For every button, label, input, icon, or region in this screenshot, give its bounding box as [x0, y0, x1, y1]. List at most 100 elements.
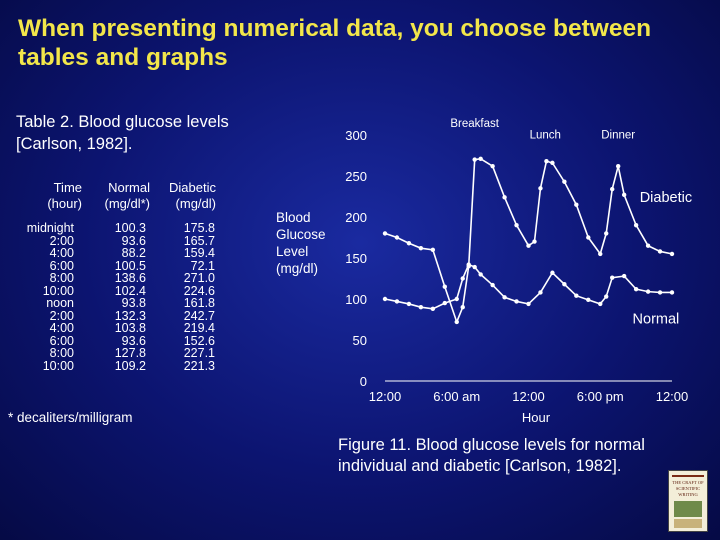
- data-point-diabetic: [394, 235, 400, 240]
- table-cell-time: 6:00: [49, 258, 74, 273]
- table-cell-time: 2:00: [49, 308, 74, 323]
- data-point-diabetic: [615, 163, 621, 169]
- y-tick-label: 150: [345, 251, 367, 266]
- x-tick-label: 6:00 pm: [577, 389, 624, 404]
- data-point-normal: [430, 306, 436, 312]
- y-axis-label-line: Level: [276, 244, 309, 259]
- table-cell-normal: 93.8: [121, 296, 146, 311]
- table-cell-normal: 88.2: [121, 246, 146, 261]
- data-point-diabetic: [657, 249, 663, 254]
- series-label-normal: Normal: [633, 312, 680, 328]
- data-point-normal: [562, 282, 567, 287]
- table-cell-time: 8:00: [49, 271, 74, 286]
- y-tick-label: 50: [353, 333, 367, 348]
- data-point-diabetic: [418, 245, 424, 251]
- data-point-diabetic: [526, 243, 531, 248]
- data-point-diabetic: [586, 235, 591, 240]
- data-point-diabetic: [574, 202, 579, 207]
- data-point-diabetic: [532, 239, 537, 244]
- data-point-normal: [514, 299, 519, 304]
- header-normal-label: Normal: [108, 180, 150, 195]
- table-cell-time: 4:00: [49, 321, 74, 336]
- table-cell-diabetic: 219.4: [183, 321, 215, 336]
- data-point-normal: [633, 286, 639, 292]
- data-point-normal: [478, 272, 483, 277]
- book-cover-picture-lower: [674, 519, 702, 528]
- data-point-diabetic: [604, 231, 609, 236]
- table-cell-normal: 138.6: [114, 271, 146, 286]
- data-point-diabetic: [514, 223, 519, 228]
- data-point-diabetic: [430, 247, 436, 252]
- data-point-diabetic: [610, 186, 615, 192]
- data-point-normal: [610, 275, 615, 280]
- data-point-normal: [645, 289, 651, 294]
- data-point-normal: [466, 262, 471, 267]
- table-cell-diabetic: 161.8: [183, 296, 215, 311]
- data-point-normal: [574, 293, 579, 298]
- header-diabetic-label: Diabetic: [169, 180, 216, 195]
- y-tick-label: 100: [345, 292, 367, 307]
- data-point-normal: [442, 300, 447, 306]
- table-cell-normal: 103.8: [114, 321, 146, 336]
- data-point-diabetic: [478, 156, 483, 161]
- header-time-label: Time: [53, 180, 82, 195]
- data-point-diabetic: [550, 160, 555, 166]
- series-label-diabetic: Diabetic: [640, 190, 692, 206]
- data-point-normal: [418, 305, 424, 310]
- table-cell-diabetic: 227.1: [183, 346, 215, 361]
- book-cover-thumbnail: THE CRAFT OF SCIENTIFIC WRITING: [668, 470, 708, 532]
- table-cell-normal: 100.3: [114, 221, 146, 235]
- table-header-normal: Normal (mg/dl*): [88, 180, 150, 212]
- table-cell-normal: 100.5: [114, 258, 146, 273]
- data-point-normal: [526, 301, 531, 307]
- annotation-lunch: Lunch: [530, 129, 561, 141]
- data-point-normal: [394, 299, 400, 304]
- x-tick-label: 12:00: [369, 389, 402, 404]
- data-point-diabetic: [442, 284, 447, 289]
- data-point-normal: [598, 301, 603, 307]
- data-point-normal: [657, 290, 663, 295]
- data-point-diabetic: [538, 186, 543, 191]
- header-time-unit: (hour): [47, 196, 82, 211]
- data-point-normal: [454, 296, 459, 302]
- data-point-normal: [382, 296, 388, 302]
- y-axis-label-line: Blood: [276, 210, 311, 225]
- data-point-diabetic: [490, 163, 495, 169]
- table-cell-normal: 102.4: [114, 283, 146, 298]
- header-diabetic-unit: (mg/dl): [175, 196, 216, 211]
- data-point-diabetic: [454, 319, 459, 325]
- table-cell-diabetic: 152.6: [183, 333, 215, 348]
- data-point-diabetic: [669, 251, 675, 257]
- table-cell-time: 10:00: [42, 283, 74, 298]
- data-point-normal: [472, 264, 477, 270]
- slide-title: When presenting numerical data, you choo…: [18, 15, 652, 71]
- data-point-diabetic: [645, 243, 651, 248]
- x-tick-label: 6:00 am: [433, 389, 480, 404]
- figure-caption: Figure 11. Blood glucose levels for norm…: [338, 436, 645, 475]
- table-cell-normal: 93.6: [121, 333, 146, 348]
- table-cell-diabetic: 271.0: [183, 271, 215, 286]
- y-tick-label: 0: [360, 374, 367, 389]
- y-tick-label: 200: [345, 210, 367, 225]
- data-point-normal: [502, 295, 507, 300]
- data-point-diabetic: [621, 192, 627, 198]
- table-cell-normal: 109.2: [114, 359, 146, 374]
- data-point-normal: [538, 290, 543, 295]
- table-cell-time: 10:00: [42, 359, 74, 374]
- data-point-normal: [621, 273, 627, 279]
- table-cell-normal: 93.6: [121, 233, 146, 248]
- table-cell-diabetic: 72.1: [190, 258, 215, 273]
- table-column-time: midnight 2:00 4:00 6:00 8:00 10:00 noon 2:00 4:0…: [14, 222, 74, 373]
- data-point-normal: [550, 270, 555, 275]
- data-point-normal: [406, 301, 412, 307]
- data-point-normal: [460, 276, 465, 281]
- table-cell-time: noon: [46, 296, 74, 311]
- table-footnote: * decaliters/milligram: [8, 410, 133, 425]
- data-point-diabetic: [472, 157, 477, 162]
- series-line-diabetic: [384, 157, 673, 325]
- y-axis-label-line: Glucose: [276, 227, 326, 242]
- table-column-normal: 100.3 93.6 88.2 100.5 138.6 102.4 93.8 132.3 103…: [88, 222, 146, 373]
- table-cell-diabetic: 159.4: [183, 246, 215, 261]
- series-line-normal: [384, 263, 672, 310]
